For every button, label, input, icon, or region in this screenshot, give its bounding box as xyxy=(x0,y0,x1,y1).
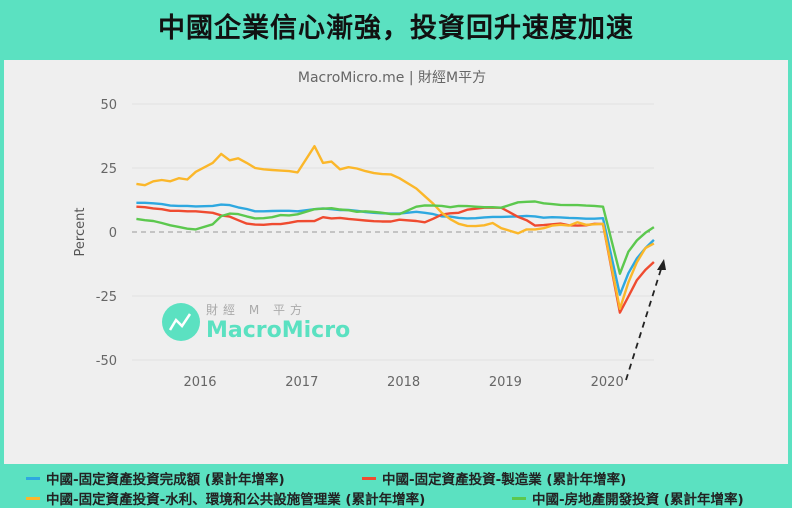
legend-swatch xyxy=(362,476,376,480)
x-tick-label: 2017 xyxy=(285,375,318,390)
legend-label: 中國-固定資產投資-製造業 (累計年增率) xyxy=(382,472,627,488)
x-tick-label: 2018 xyxy=(387,375,420,390)
legend-item[interactable]: 中國-固定資產投資-水利、環境和公共設施管理業 (累計年增率) xyxy=(26,488,486,508)
legend-item[interactable]: 中國-固定資產投資完成額 (累計年增率) xyxy=(26,468,336,488)
x-tick-label: 2019 xyxy=(489,375,522,390)
watermark-en: MacroMicro xyxy=(206,318,350,343)
y-axis-label: Percent xyxy=(73,208,88,257)
y-tick-label: -25 xyxy=(96,290,117,305)
y-tick-label: 25 xyxy=(100,162,117,177)
y-tick-label: -50 xyxy=(96,354,117,369)
y-tick-label: 0 xyxy=(109,226,117,241)
recovery-arrow xyxy=(625,259,666,381)
x-tick-label: 2020 xyxy=(591,375,624,390)
y-tick-label: 50 xyxy=(100,98,117,113)
legend: 中國-固定資產投資完成額 (累計年增率) 中國-固定資產投資-製造業 (累計年增… xyxy=(26,468,786,508)
legend-label: 中國-固定資產投資-水利、環境和公共設施管理業 (累計年增率) xyxy=(46,492,426,508)
chart-subtitle: MacroMicro.me | 財經M平方 xyxy=(298,70,486,86)
legend-label: 中國-固定資產投資完成額 (累計年增率) xyxy=(46,472,285,488)
watermark-logo: 財經 M 平方 MacroMicro xyxy=(162,302,350,343)
line-chart: MacroMicro.me | 財經M平方 Percent 財經 M 平方 Ma… xyxy=(73,70,666,390)
legend-swatch xyxy=(26,496,40,500)
chart-panel: MacroMicro.me | 財經M平方 Percent 財經 M 平方 Ma… xyxy=(4,60,788,508)
legend-swatch xyxy=(512,496,526,500)
series-line-3 xyxy=(136,200,655,275)
legend-item[interactable]: 中國-房地產開發投資 (累計年增率) xyxy=(512,488,744,508)
x-tick-label: 2016 xyxy=(183,375,216,390)
legend-label: 中國-房地產開發投資 (累計年增率) xyxy=(532,492,744,508)
legend-swatch xyxy=(26,476,40,480)
watermark-cn: 財經 M 平方 xyxy=(206,302,307,317)
series-line-0 xyxy=(136,201,655,296)
page-title: 中國企業信心漸強，投資回升速度加速 xyxy=(158,13,634,44)
series-line-2 xyxy=(136,144,655,311)
legend-item[interactable]: 中國-固定資產投資-製造業 (累計年增率) xyxy=(362,468,626,488)
